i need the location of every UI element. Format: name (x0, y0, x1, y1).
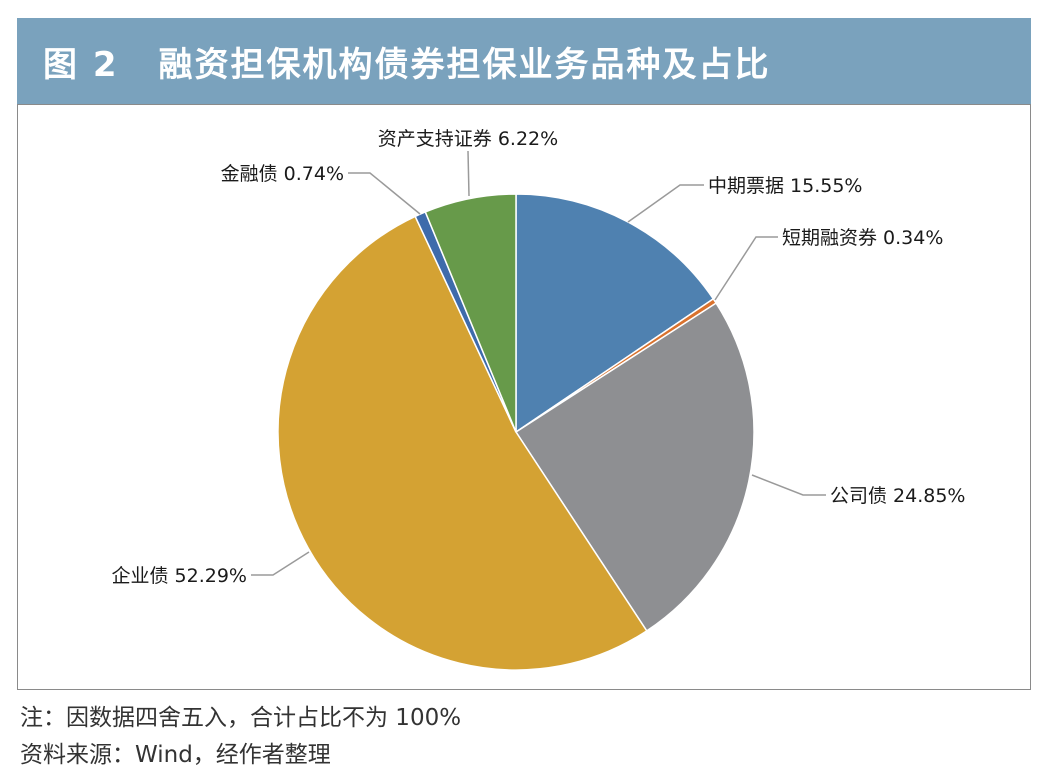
slice-label: 公司债 24.85% (830, 485, 966, 507)
slice-label: 金融债 0.74% (221, 163, 344, 185)
chart-title: 融资担保机构债券担保业务品种及占比 (158, 44, 771, 85)
leader-line (751, 474, 826, 496)
pie-chart: 中期票据 15.55% 短期融资券 0.34% 公司债 24.85% 企业债 52.2… (112, 128, 966, 671)
pie-slice (515, 193, 715, 434)
leader-line (348, 172, 421, 215)
slice-label: 企业债 52.29% (112, 565, 248, 587)
leader-line (467, 150, 470, 197)
pie-slice (424, 193, 517, 433)
leader-line (627, 184, 704, 223)
figure-label: 图 2 (43, 44, 119, 85)
leader-line (714, 236, 778, 301)
slice-label: 短期融资券 0.34% (782, 227, 943, 249)
chart-notes: 注：因数据四舍五入，合计占比不为 100% 资料来源：Wind，经作者整理 (20, 700, 461, 774)
slice-label: 中期票据 15.55% (708, 175, 863, 197)
figure-header: 图 2 融资担保机构债券担保业务品种及占比 (17, 18, 1031, 104)
source-note: 资料来源：Wind，经作者整理 (20, 742, 331, 768)
chart-area: 中期票据 15.55% 短期融资券 0.34% 公司债 24.85% 企业债 52.2… (17, 104, 1031, 690)
leader-line (251, 551, 310, 576)
pie-slice (514, 302, 755, 632)
slice-label: 资产支持证券 6.22% (378, 128, 558, 150)
rounding-note: 注：因数据四舍五入，合计占比不为 100% (20, 705, 462, 731)
pie-slice (277, 215, 648, 671)
